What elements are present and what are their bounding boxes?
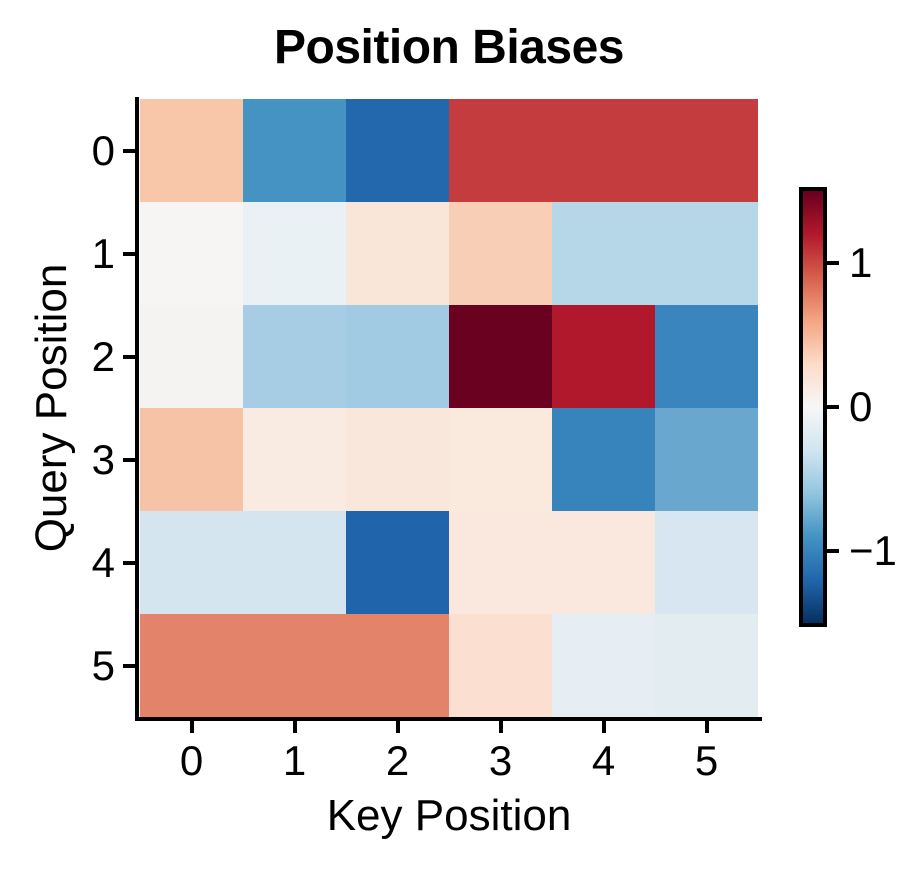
heatmap-cell — [346, 99, 449, 202]
heatmap-cell — [140, 511, 243, 614]
x-tick-mark — [704, 721, 709, 733]
heatmap-cell — [449, 99, 552, 202]
colorbar-tick-mark — [827, 549, 839, 554]
y-tick-label: 3 — [91, 435, 115, 483]
heatmap-cell — [243, 305, 346, 408]
y-tick-label: 0 — [91, 126, 115, 174]
x-tick-label: 1 — [282, 737, 307, 784]
heatmap-cell — [655, 305, 758, 408]
y-axis-label: Query Position — [27, 263, 76, 553]
x-tick-label: 4 — [591, 737, 616, 784]
heatmap-cell — [140, 305, 243, 408]
y-tick-mark — [123, 148, 135, 153]
heatmap-cell — [243, 408, 346, 511]
y-tick-mark — [123, 251, 135, 256]
x-tick-mark — [292, 721, 297, 733]
heatmap-cell — [449, 614, 552, 717]
heatmap-cell — [346, 614, 449, 717]
heatmap-cell — [140, 408, 243, 511]
y-tick-label: 4 — [91, 538, 115, 586]
x-tick-label: 3 — [488, 737, 513, 784]
heatmap-cell — [552, 202, 655, 305]
x-axis-spine — [135, 717, 762, 721]
colorbar-tick-label: 1 — [849, 238, 873, 286]
heatmap-cell — [243, 99, 346, 202]
heatmap-cell — [449, 202, 552, 305]
heatmap-cell — [243, 202, 346, 305]
y-tick-mark — [123, 560, 135, 565]
heatmap-cell — [449, 511, 552, 614]
heatmap-cell — [552, 305, 655, 408]
x-tick-mark — [498, 721, 503, 733]
heatmap-cell — [655, 511, 758, 614]
heatmap-cell — [552, 511, 655, 614]
x-tick-label: 5 — [694, 737, 719, 784]
x-tick-label: 2 — [385, 737, 410, 784]
heatmap-cell — [552, 614, 655, 717]
x-tick-mark — [601, 721, 606, 733]
x-tick-mark — [395, 721, 400, 733]
x-axis-label: Key Position — [326, 791, 572, 840]
heatmap — [140, 99, 758, 717]
heatmap-cell — [655, 202, 758, 305]
y-tick-label: 5 — [91, 641, 115, 689]
colorbar-tick-label: −1 — [849, 527, 897, 575]
colorbar-gradient — [803, 191, 823, 623]
colorbar-tick-mark — [827, 260, 839, 265]
heatmap-cell — [552, 99, 655, 202]
heatmap-cell — [655, 99, 758, 202]
heatmap-cell — [346, 511, 449, 614]
chart-title: Position Biases — [274, 21, 624, 74]
y-axis-spine — [135, 97, 139, 721]
heatmap-cell — [552, 408, 655, 511]
x-tick-mark — [189, 721, 194, 733]
heatmap-cell — [655, 408, 758, 511]
heatmap-cell — [243, 511, 346, 614]
y-tick-label: 2 — [91, 332, 115, 380]
heatmap-cell — [346, 408, 449, 511]
heatmap-cell — [346, 305, 449, 408]
colorbar-tick-label: 0 — [849, 383, 873, 431]
heatmap-cell — [140, 99, 243, 202]
y-tick-mark — [123, 457, 135, 462]
colorbar-tick-mark — [827, 405, 839, 410]
heatmap-cell — [449, 305, 552, 408]
heatmap-cell — [243, 614, 346, 717]
heatmap-cell — [655, 614, 758, 717]
y-tick-label: 1 — [91, 229, 115, 277]
colorbar — [799, 187, 827, 627]
heatmap-cell — [346, 202, 449, 305]
heatmap-cell — [140, 202, 243, 305]
x-tick-label: 0 — [179, 737, 204, 784]
y-tick-mark — [123, 663, 135, 668]
y-tick-mark — [123, 354, 135, 359]
heatmap-cell — [449, 408, 552, 511]
heatmap-cell — [140, 614, 243, 717]
